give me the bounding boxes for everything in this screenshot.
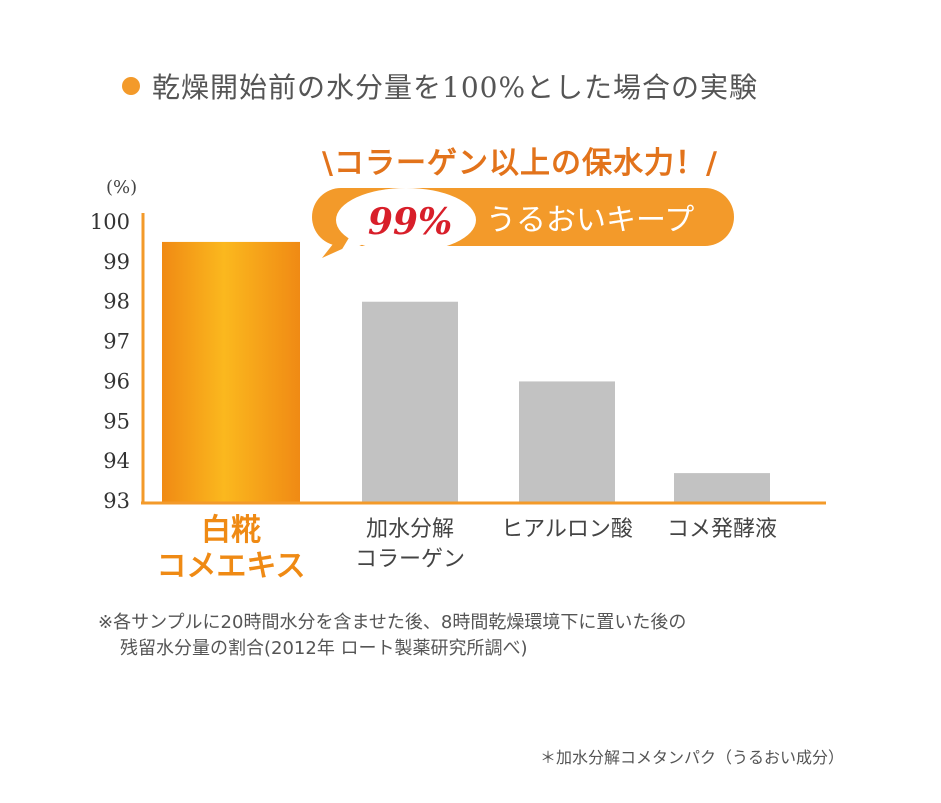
y-tick-label: 95 bbox=[103, 409, 130, 433]
footnote: ※各サンプルに20時間水分を含ませた後、8時間乾燥環境下に置いた後の 残留水分量… bbox=[98, 610, 818, 662]
y-tick-label: 98 bbox=[103, 290, 130, 314]
x-tick-label: コラーゲン bbox=[355, 547, 465, 572]
y-tick-label: 97 bbox=[103, 330, 130, 354]
x-tick-label: コメ発酵液 bbox=[667, 517, 777, 542]
chart-title: 乾燥開始前の水分量を100%とした場合の実験 bbox=[122, 66, 758, 106]
chart-title-text: 乾燥開始前の水分量を100%とした場合の実験 bbox=[152, 71, 759, 104]
x-tick-label: ヒアルロン酸 bbox=[501, 517, 633, 542]
footnote-line-1: ※各サンプルに20時間水分を含ませた後、8時間乾燥環境下に置いた後の bbox=[98, 612, 687, 633]
bar-chart: 99% うるおいキープ (%) 100 99 98 97 96 95 94 93 白糀コメエキ… bbox=[90, 177, 826, 584]
y-tick-label: 100 bbox=[90, 210, 130, 234]
bar-4 bbox=[674, 473, 770, 502]
badge-cloud-tail bbox=[338, 236, 372, 256]
x-tick-label: 加水分解 bbox=[366, 517, 454, 542]
headline-text: \コラーゲン以上の保水力！/ bbox=[322, 146, 718, 181]
ingredient-note: ＊加水分解コメタンパク（うるおい成分） bbox=[540, 748, 845, 767]
badge-text: うるおいキープ bbox=[486, 203, 694, 238]
y-unit-label: (%) bbox=[106, 177, 137, 198]
y-tick-labels: 100 99 98 97 96 95 94 93 bbox=[90, 210, 130, 513]
bar-2 bbox=[362, 301, 458, 502]
badge-value: 99% bbox=[368, 201, 452, 243]
badge-callout: 99% うるおいキープ bbox=[312, 188, 734, 258]
y-tick-label: 93 bbox=[103, 489, 130, 513]
y-tick-label: 96 bbox=[103, 369, 130, 393]
bar-3 bbox=[519, 381, 615, 502]
y-tick-label: 99 bbox=[103, 250, 130, 274]
bullet-dot-icon bbox=[122, 77, 140, 95]
x-tick-label: コメエキス bbox=[156, 549, 305, 584]
bars bbox=[162, 241, 770, 502]
footnote-line-2: 残留水分量の割合(2012年 ロート製薬研究所調べ) bbox=[120, 638, 528, 659]
x-tick-label: 白糀 bbox=[201, 513, 261, 548]
badge-cloud bbox=[336, 188, 476, 252]
bar-1 bbox=[162, 241, 300, 502]
y-tick-label: 94 bbox=[103, 449, 130, 473]
